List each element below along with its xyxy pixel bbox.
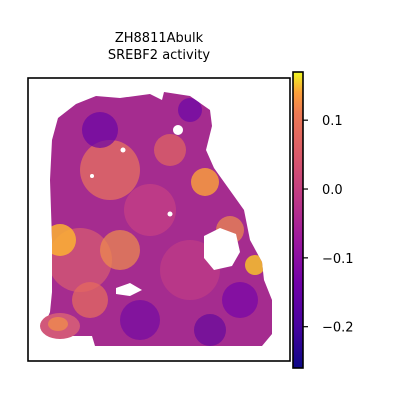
- colorbar-tick-label: −0.2: [322, 321, 354, 336]
- colorbar-ticks: 0.1 0.0 −0.1 −0.2: [303, 114, 354, 336]
- tissue-map: [40, 92, 272, 346]
- colorbar: [293, 72, 303, 368]
- colorbar-tick-label: 0.0: [322, 183, 343, 198]
- colorbar-tick-label: −0.1: [322, 252, 354, 267]
- colorbar-tick-label: 0.1: [322, 114, 343, 129]
